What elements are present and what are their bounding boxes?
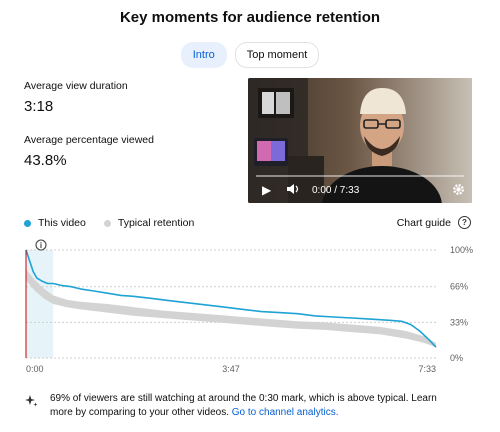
video-time: 0:00 / 7:33 <box>312 185 360 196</box>
y-tick-label: 66% <box>450 282 468 292</box>
x-tick-label: 3:47 <box>222 364 240 374</box>
y-tick-label: 33% <box>450 317 468 327</box>
legend-dot-this-video <box>24 219 31 227</box>
video-frame <box>248 78 472 203</box>
y-tick-label: 0% <box>450 353 463 363</box>
settings-gear-icon[interactable] <box>452 183 465 196</box>
chart-legend: This video Typical retention <box>24 217 212 229</box>
info-marker-glyph: i <box>40 241 42 250</box>
moment-tabs: Intro Top moment <box>0 42 500 68</box>
insight-message: 69% of viewers are still watching at aro… <box>50 393 437 418</box>
insight-text: 69% of viewers are still watching at aro… <box>50 392 450 420</box>
avg-percentage-viewed-value: 43.8% <box>24 152 67 169</box>
x-tick-label: 7:33 <box>418 364 436 374</box>
chart-guide-link[interactable]: Chart guide ? <box>397 216 471 229</box>
legend-this-video: This video <box>24 217 86 229</box>
retention-chart: 100% 66% 33% 0% i 0:00 3:47 7:33 <box>25 239 473 374</box>
typical-retention-band <box>26 269 436 348</box>
this-video-line <box>25 249 437 348</box>
tab-intro[interactable]: Intro <box>180 42 227 68</box>
avg-view-duration-value: 3:18 <box>24 98 54 115</box>
legend-dot-typical <box>103 219 111 227</box>
intro-highlight-band <box>26 250 54 358</box>
tab-top-moment[interactable]: Top moment <box>234 42 320 68</box>
avg-percentage-viewed-label: Average percentage viewed <box>24 134 154 146</box>
video-controls: ▶ 0:00 / 7:33 <box>248 175 472 203</box>
chart-guide-label: Chart guide <box>396 216 451 229</box>
help-icon: ? <box>458 216 471 229</box>
video-progress-bar[interactable] <box>256 175 464 177</box>
channel-analytics-link[interactable]: Go to channel analytics. <box>231 407 339 418</box>
video-player[interactable]: ▶ 0:00 / 7:33 <box>248 78 472 203</box>
play-icon[interactable]: ▶ <box>262 183 272 197</box>
legend-label-typical: Typical retention <box>117 217 195 229</box>
y-tick-label: 100% <box>450 245 473 255</box>
legend-typical-retention: Typical retention <box>103 217 195 229</box>
info-marker-icon <box>35 239 47 251</box>
panel-title: Key moments for audience retention <box>119 9 381 26</box>
legend-label-this-video: This video <box>38 217 86 229</box>
volume-icon[interactable] <box>286 183 300 195</box>
sparkle-icon <box>25 395 38 407</box>
avg-view-duration-label: Average view duration <box>24 80 128 92</box>
x-tick-label: 0:00 <box>26 364 44 374</box>
